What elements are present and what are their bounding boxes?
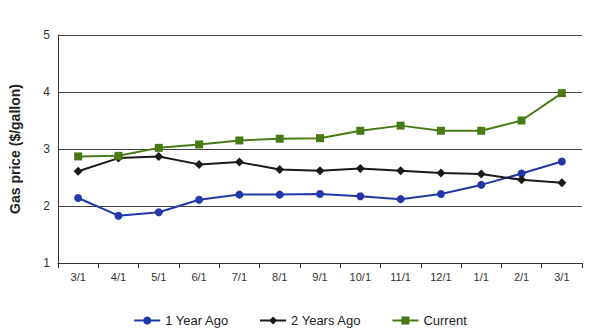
svg-text:Gas price ($/gallon): Gas price ($/gallon) [7,84,23,214]
svg-text:3: 3 [43,142,50,156]
svg-text:2: 2 [43,199,50,213]
svg-text:3/1: 3/1 [71,271,86,283]
svg-text:1 Year Ago: 1 Year Ago [165,313,228,328]
svg-text:8/1: 8/1 [272,271,287,283]
svg-text:Current: Current [423,313,467,328]
svg-text:12/1: 12/1 [430,271,451,283]
svg-text:1/1: 1/1 [474,271,489,283]
svg-text:2/1: 2/1 [514,271,529,283]
svg-text:2 Years Ago: 2 Years Ago [291,313,360,328]
svg-text:9/1: 9/1 [312,271,327,283]
svg-text:10/1: 10/1 [350,271,371,283]
svg-text:5: 5 [43,28,50,42]
svg-text:5/1: 5/1 [151,271,166,283]
svg-text:4: 4 [43,85,50,99]
svg-text:7/1: 7/1 [232,271,247,283]
svg-text:4/1: 4/1 [111,271,126,283]
svg-text:1: 1 [43,256,50,270]
svg-text:11/1: 11/1 [390,271,411,283]
svg-text:6/1: 6/1 [191,271,206,283]
svg-text:3/1: 3/1 [554,271,569,283]
